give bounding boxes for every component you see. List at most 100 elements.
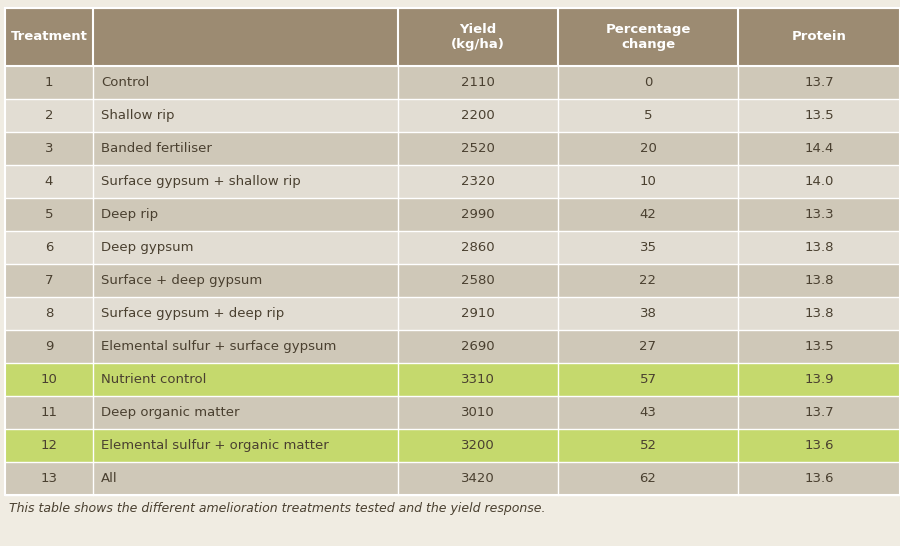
Bar — [5, 66, 93, 99]
Text: 13.3: 13.3 — [805, 208, 833, 221]
Text: 13.8: 13.8 — [805, 274, 833, 287]
Bar — [738, 198, 900, 231]
Text: 14.4: 14.4 — [805, 142, 833, 155]
Bar — [398, 429, 558, 462]
Bar — [5, 429, 93, 462]
Text: Percentage
change: Percentage change — [606, 23, 690, 51]
Bar — [738, 297, 900, 330]
Text: 52: 52 — [640, 439, 656, 452]
Bar — [558, 231, 738, 264]
Bar — [738, 99, 900, 132]
Text: 20: 20 — [640, 142, 656, 155]
Text: 4: 4 — [45, 175, 53, 188]
Bar — [93, 363, 398, 396]
Text: 2910: 2910 — [461, 307, 495, 320]
Text: Surface gypsum + deep rip: Surface gypsum + deep rip — [101, 307, 284, 320]
Text: 13.9: 13.9 — [805, 373, 833, 386]
Text: Control: Control — [101, 76, 149, 89]
Bar — [398, 132, 558, 165]
Bar — [738, 132, 900, 165]
Text: 3200: 3200 — [461, 439, 495, 452]
Bar — [558, 165, 738, 198]
Bar — [558, 264, 738, 297]
Text: Banded fertiliser: Banded fertiliser — [101, 142, 212, 155]
Text: 38: 38 — [640, 307, 656, 320]
Bar — [558, 297, 738, 330]
Bar — [398, 8, 558, 66]
Text: 8: 8 — [45, 307, 53, 320]
Text: 7: 7 — [45, 274, 53, 287]
Bar — [398, 231, 558, 264]
Bar — [93, 396, 398, 429]
Text: Yield
(kg/ha): Yield (kg/ha) — [451, 23, 505, 51]
Bar — [5, 264, 93, 297]
Text: 35: 35 — [640, 241, 656, 254]
Text: 2200: 2200 — [461, 109, 495, 122]
Text: 13.7: 13.7 — [805, 406, 833, 419]
Bar — [93, 66, 398, 99]
Bar — [5, 396, 93, 429]
Bar — [5, 198, 93, 231]
Text: All: All — [101, 472, 118, 485]
Bar — [738, 8, 900, 66]
Bar — [738, 396, 900, 429]
Bar — [398, 264, 558, 297]
Text: 13.6: 13.6 — [805, 439, 833, 452]
Text: 0: 0 — [644, 76, 652, 89]
Bar — [93, 99, 398, 132]
Bar — [398, 462, 558, 495]
Text: 43: 43 — [640, 406, 656, 419]
Bar — [398, 99, 558, 132]
Bar — [738, 429, 900, 462]
Bar — [93, 297, 398, 330]
Text: 5: 5 — [45, 208, 53, 221]
Text: Treatment: Treatment — [11, 31, 87, 44]
Bar — [93, 132, 398, 165]
Bar — [398, 330, 558, 363]
Bar — [5, 99, 93, 132]
Text: 3010: 3010 — [461, 406, 495, 419]
Bar — [398, 165, 558, 198]
Text: Deep organic matter: Deep organic matter — [101, 406, 239, 419]
Text: 5: 5 — [644, 109, 652, 122]
Text: Shallow rip: Shallow rip — [101, 109, 175, 122]
Bar — [93, 429, 398, 462]
Text: 27: 27 — [640, 340, 656, 353]
Text: 2520: 2520 — [461, 142, 495, 155]
Bar — [398, 198, 558, 231]
Bar — [738, 363, 900, 396]
Bar — [558, 99, 738, 132]
Text: 42: 42 — [640, 208, 656, 221]
Text: 13.8: 13.8 — [805, 241, 833, 254]
Text: 2580: 2580 — [461, 274, 495, 287]
Text: 13: 13 — [40, 472, 58, 485]
Text: Surface gypsum + shallow rip: Surface gypsum + shallow rip — [101, 175, 301, 188]
Bar — [93, 330, 398, 363]
Text: 57: 57 — [640, 373, 656, 386]
Text: 11: 11 — [40, 406, 58, 419]
Text: Deep rip: Deep rip — [101, 208, 158, 221]
Text: Deep gypsum: Deep gypsum — [101, 241, 194, 254]
Bar — [558, 429, 738, 462]
Text: 2: 2 — [45, 109, 53, 122]
Text: Elemental sulfur + organic matter: Elemental sulfur + organic matter — [101, 439, 328, 452]
Bar — [5, 8, 93, 66]
Text: 13.5: 13.5 — [805, 109, 833, 122]
Text: 6: 6 — [45, 241, 53, 254]
Bar — [558, 396, 738, 429]
Bar — [558, 132, 738, 165]
Bar — [398, 297, 558, 330]
Bar — [93, 231, 398, 264]
Bar — [5, 363, 93, 396]
Text: Surface + deep gypsum: Surface + deep gypsum — [101, 274, 262, 287]
Text: 13.5: 13.5 — [805, 340, 833, 353]
Bar — [558, 462, 738, 495]
Bar — [93, 165, 398, 198]
Bar — [558, 363, 738, 396]
Text: 2860: 2860 — [461, 241, 495, 254]
Text: 3420: 3420 — [461, 472, 495, 485]
Bar — [5, 165, 93, 198]
Text: 13.8: 13.8 — [805, 307, 833, 320]
Text: 3310: 3310 — [461, 373, 495, 386]
Text: 22: 22 — [640, 274, 656, 287]
